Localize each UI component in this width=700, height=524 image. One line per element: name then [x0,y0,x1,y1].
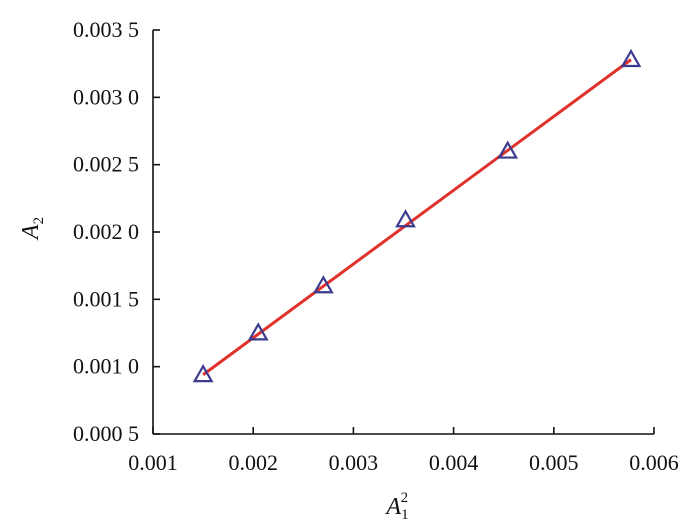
x-tick-label: 0.002 [228,450,278,475]
fit-line-layer [202,58,632,376]
y-tick-label: 0.003 5 [73,17,139,42]
x-tick-label: 0.004 [429,450,479,475]
data-point-marker [497,140,519,159]
data-point-marker [247,322,269,341]
data-point-marker [620,48,642,68]
data-points [192,48,642,383]
x-tick-label: 0.006 [629,450,679,475]
x-axis-label: A12 [384,490,408,523]
x-tick-label: 0.001 [128,450,178,475]
fit-line [202,58,632,376]
x-tick-label: 0.003 [329,450,379,475]
axes: 0.000 5 0.001 0 0.001 5 0.002 0 0.002 5 0.003… [73,17,679,475]
axis-labels: A12 A2 [18,217,409,523]
y-tick-label: 0.000 5 [73,421,139,446]
data-point-marker [312,275,334,294]
y-tick-label: 0.001 5 [73,286,139,311]
y-tick-label: 0.002 5 [73,152,139,177]
y-tick-label: 0.003 0 [73,84,139,109]
data-point-marker [192,364,214,383]
y-tick-label: 0.001 0 [73,354,139,379]
y-axis-label: A2 [18,217,47,241]
data-point-marker [395,209,416,228]
x-tick-label: 0.005 [529,450,579,475]
y-tick-label: 0.002 0 [73,219,139,244]
